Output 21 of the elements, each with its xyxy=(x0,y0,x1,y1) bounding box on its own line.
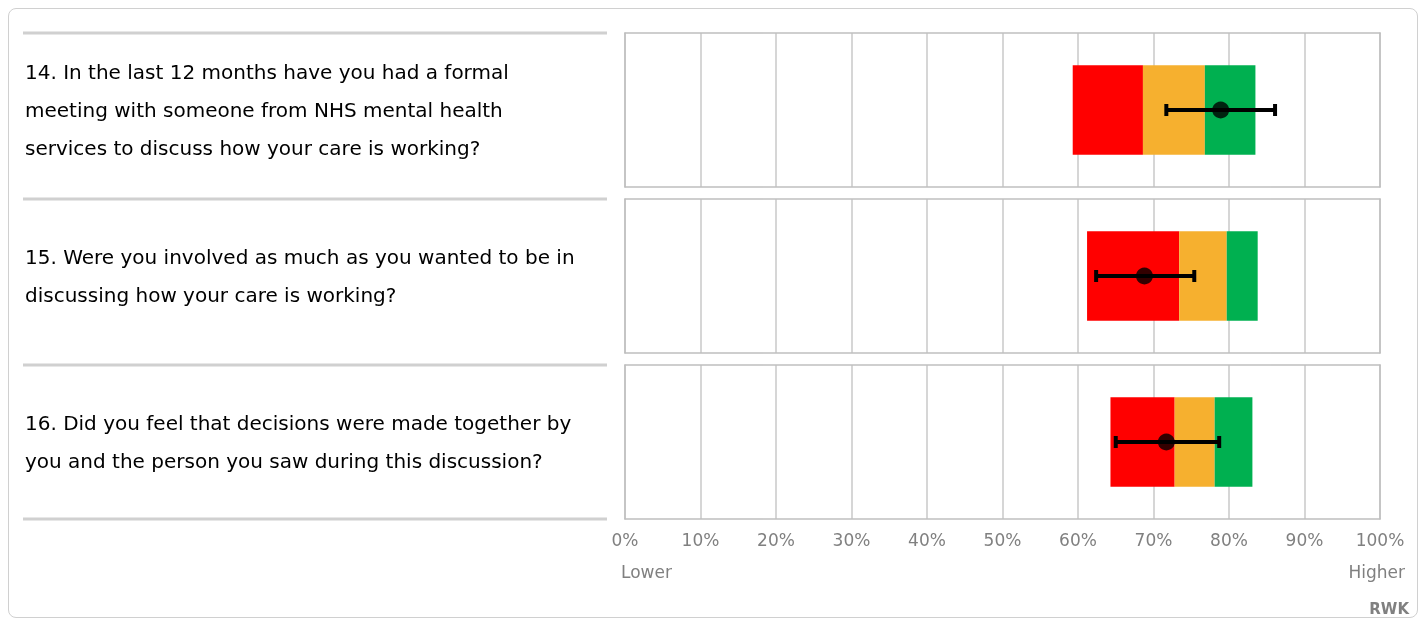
bar xyxy=(1072,65,1143,155)
x-tick-label: 100% xyxy=(1355,529,1405,550)
y-tick-label: 14. In the last 12 months have you had a formal meeting with someone from NHS mental health services to discuss how your care is working? xyxy=(25,60,516,160)
x-tick-label: 20% xyxy=(757,529,795,550)
y-tick-label: 16. Did you feel that decisions were made together by you and the person you saw during this discussion? xyxy=(25,411,578,473)
y-tick-label: 15. Were you involved as much as you wanted to be in discussing how your care is working? xyxy=(25,245,581,307)
text: Higher xyxy=(1348,561,1406,582)
text: RWK xyxy=(1369,599,1411,618)
text: Lower xyxy=(621,561,672,582)
x-tick-label: 90% xyxy=(1285,529,1324,550)
bar xyxy=(1214,397,1253,487)
bar xyxy=(1179,231,1227,321)
x-tick-label: 10% xyxy=(681,529,720,550)
x-tick-label: 60% xyxy=(1059,529,1097,550)
x-tick-label: 0% xyxy=(611,529,639,550)
bar xyxy=(1226,231,1258,321)
x-tick-label: 40% xyxy=(908,529,946,550)
x-tick-label: 50% xyxy=(983,529,1022,550)
x-tick-label: 80% xyxy=(1210,529,1248,550)
x-tick-label: 30% xyxy=(832,529,871,550)
x-tick-label: 70% xyxy=(1134,529,1173,550)
